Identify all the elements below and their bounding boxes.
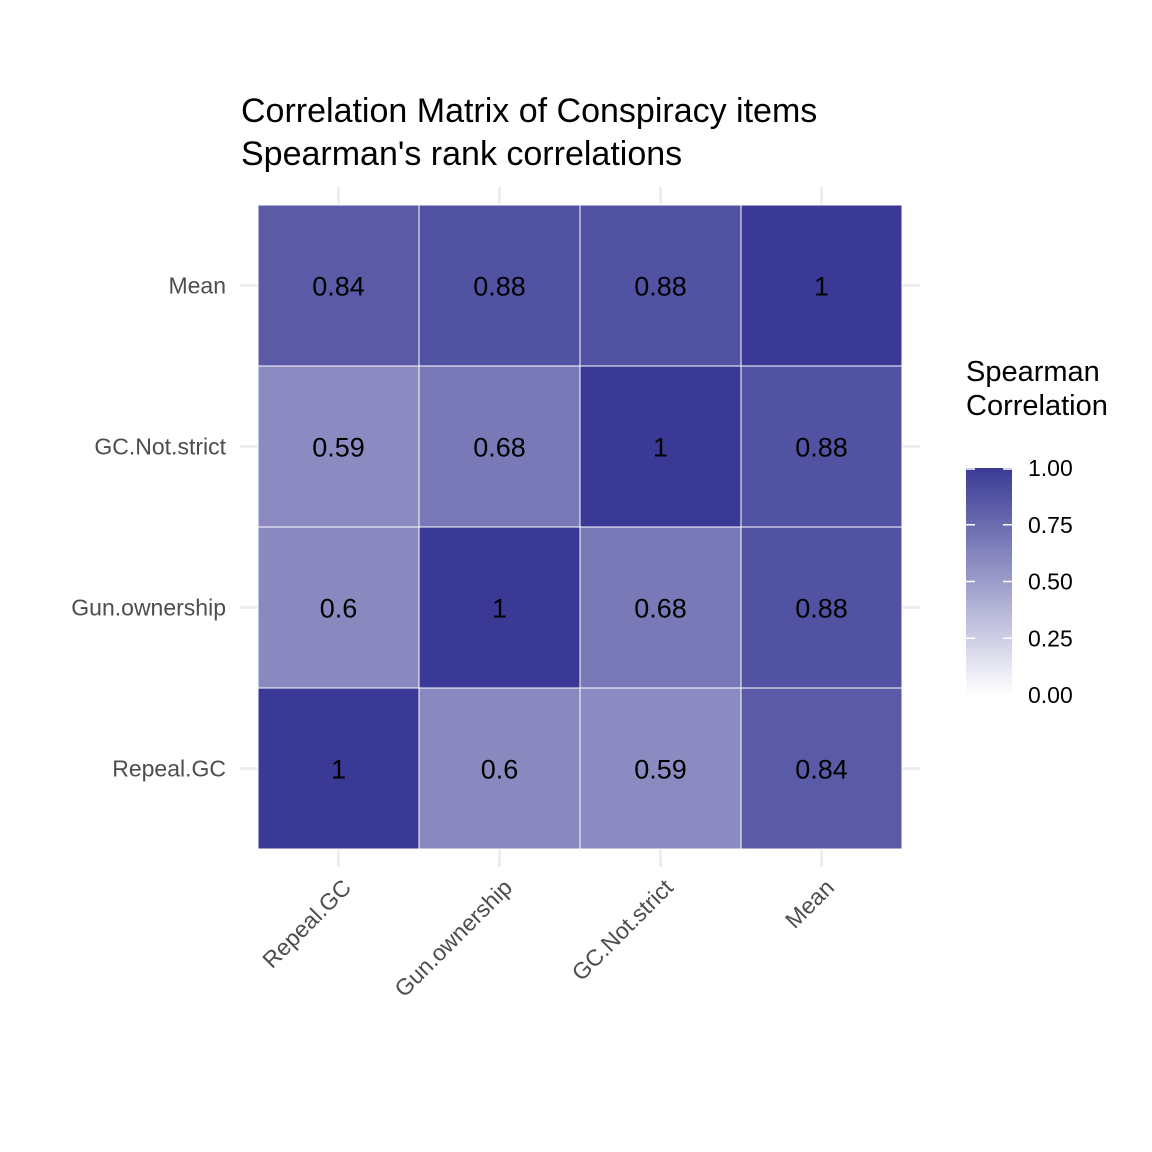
legend-title-line-2: Correlation xyxy=(966,390,1108,422)
heatmap-cell xyxy=(740,687,903,850)
cell-labels: 1 0.6 0.59 0.84 0.6 1 0.68 0.88 0.59 0.68 1 0.88 0.8… xyxy=(312,272,848,785)
heatmap-cell xyxy=(418,204,581,367)
legend-tick-label: 0.25 xyxy=(1028,625,1073,651)
heatmap-cell xyxy=(740,526,903,689)
legend-tick-label: 0.00 xyxy=(1028,682,1073,708)
cell-value-label: 0.68 xyxy=(634,594,687,624)
chart-title: Correlation Matrix of Conspiracy items xyxy=(241,92,817,130)
y-tick-label: Gun.ownership xyxy=(71,595,226,621)
cell-value-label: 1 xyxy=(331,755,346,785)
cell-value-label: 0.84 xyxy=(312,272,365,302)
cell-value-label: 1 xyxy=(653,433,668,463)
y-axis-labels: Repeal.GC Gun.ownership GC.Not.strict Mean xyxy=(71,273,226,782)
cell-value-label: 0.88 xyxy=(795,433,848,463)
chart-subtitle: Spearman's rank correlations xyxy=(241,135,682,173)
heatmap-cell xyxy=(579,204,742,367)
cell-value-label: 0.6 xyxy=(481,755,519,785)
legend-tick-label: 1.00 xyxy=(1028,455,1073,481)
y-tick-label: Mean xyxy=(168,273,226,299)
heatmap-cell xyxy=(740,365,903,528)
cell-value-label: 1 xyxy=(814,272,829,302)
legend-title-line-1: Spearman xyxy=(966,356,1100,388)
cell-value-label: 0.59 xyxy=(312,433,365,463)
y-tick-label: Repeal.GC xyxy=(112,756,226,782)
cell-value-label: 0.84 xyxy=(795,755,848,785)
cell-value-label: 0.88 xyxy=(473,272,526,302)
color-legend: Spearman Correlation 1.00 0.75 0.50 0.25 0.0… xyxy=(966,356,1108,708)
heatmap-cell xyxy=(579,687,742,850)
heatmap-cell xyxy=(257,365,420,528)
heatmap-cell xyxy=(740,204,903,367)
x-tick-label: GC.Not.strict xyxy=(567,874,679,986)
heatmap-cells xyxy=(257,204,903,850)
heatmap-cell xyxy=(257,526,420,689)
cell-value-label: 0.68 xyxy=(473,433,526,463)
x-tick-label: Gun.ownership xyxy=(389,874,517,1002)
cell-value-label: 0.88 xyxy=(634,272,687,302)
heatmap-cell xyxy=(257,687,420,850)
heatmap-cell xyxy=(579,365,742,528)
y-tick-label: GC.Not.strict xyxy=(94,434,226,460)
heatmap-cell xyxy=(418,526,581,689)
x-axis-labels: Repeal.GC Gun.ownership GC.Not.strict Mean xyxy=(257,874,839,1002)
cell-value-label: 0.59 xyxy=(634,755,687,785)
x-tick-label: Repeal.GC xyxy=(257,874,356,973)
cell-value-label: 0.6 xyxy=(320,594,358,624)
legend-tick-label: 0.50 xyxy=(1028,569,1073,595)
x-tick-label: Mean xyxy=(780,874,839,933)
cell-value-label: 1 xyxy=(492,594,507,624)
cell-value-label: 0.88 xyxy=(795,594,848,624)
legend-tick-label: 0.75 xyxy=(1028,512,1073,538)
